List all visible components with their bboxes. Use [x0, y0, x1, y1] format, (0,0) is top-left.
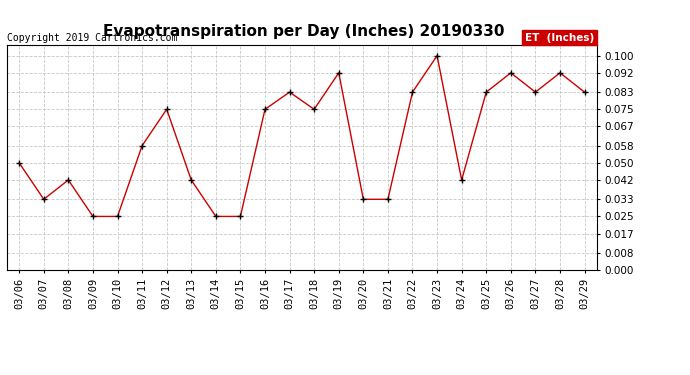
Text: Copyright 2019 Cartronics.com: Copyright 2019 Cartronics.com	[8, 33, 178, 43]
Text: ET  (Inches): ET (Inches)	[524, 33, 594, 43]
Text: Evapotranspiration per Day (Inches) 20190330: Evapotranspiration per Day (Inches) 2019…	[103, 24, 504, 39]
